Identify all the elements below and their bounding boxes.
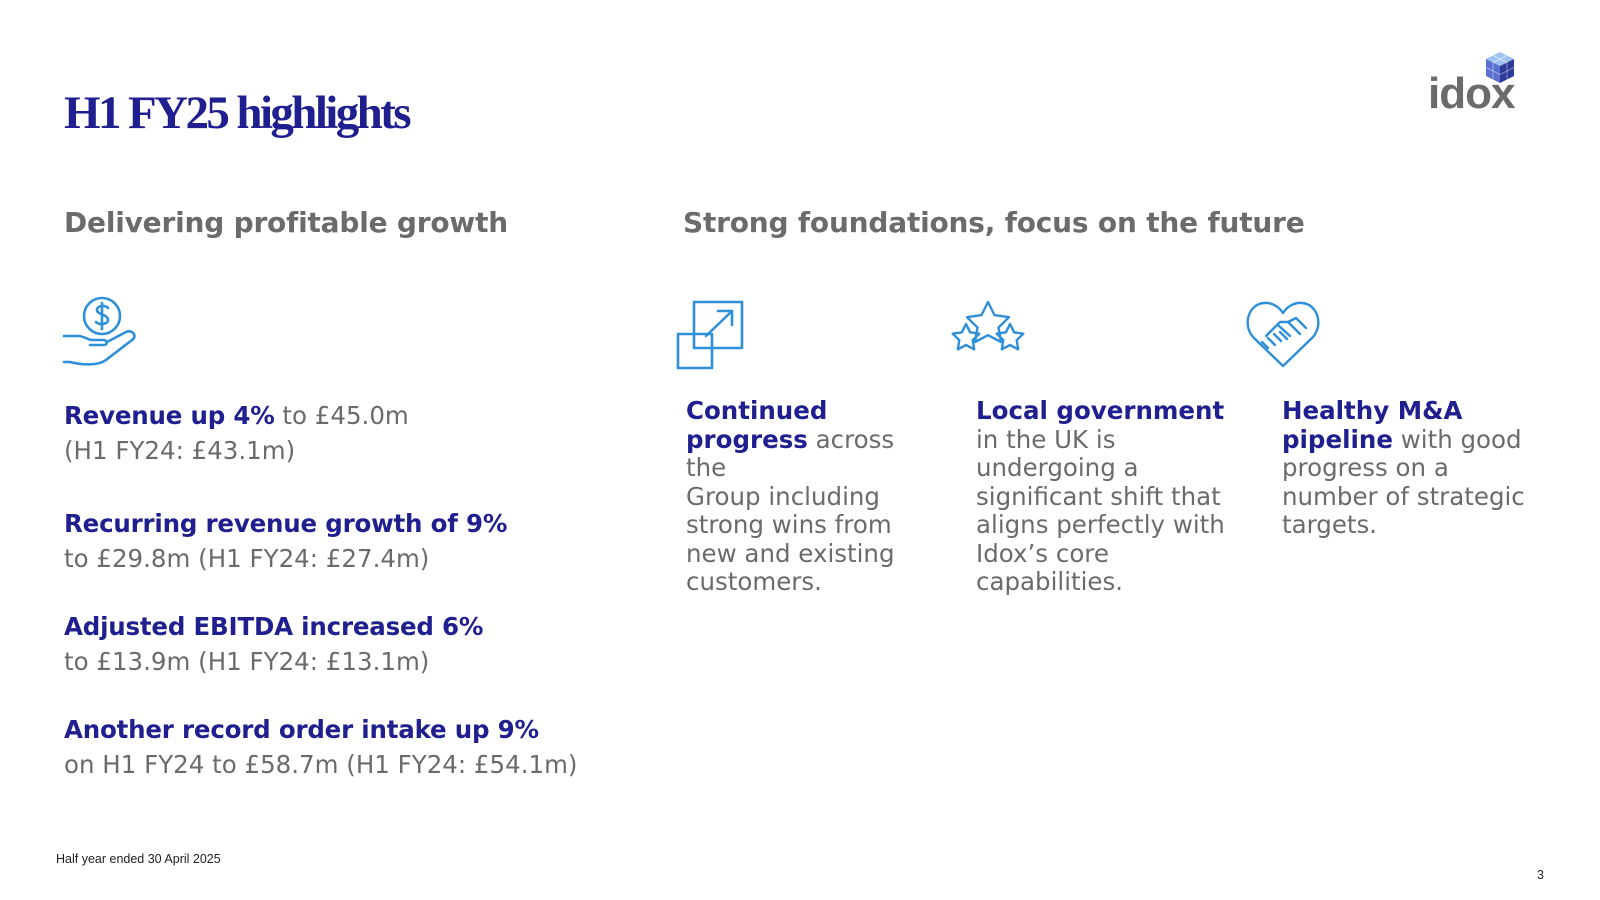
- column-highlight: Continued: [686, 396, 828, 425]
- column-text: Idox’s core: [976, 538, 1109, 568]
- logo-wordmark: idox: [1428, 69, 1515, 118]
- kpi-recurring-revenue: Recurring revenue growth of 9% to £29.8m…: [64, 506, 624, 576]
- expand-arrow-icon: [676, 300, 744, 370]
- column-text: undergoing a: [976, 453, 1139, 482]
- column-text: significant shift that: [976, 481, 1221, 511]
- handshake-heart-icon: [1246, 301, 1320, 368]
- foundation-column-progress: Continued progress across the Group incl…: [686, 396, 936, 597]
- column-text: targets.: [1282, 510, 1378, 539]
- page-number: 3: [1537, 868, 1544, 882]
- foundation-column-ma-pipeline: Healthy M&A pipeline with good progress …: [1282, 396, 1532, 540]
- hand-with-dollar-coin-icon: [62, 296, 136, 366]
- kpi-adjusted-ebitda: Adjusted EBITDA increased 6% to £13.9m (…: [64, 609, 624, 679]
- column-text: new and existing: [686, 538, 895, 568]
- column-text: in the UK is: [976, 424, 1116, 454]
- column-text: customers.: [686, 567, 822, 596]
- kpi-detail: to £29.8m (H1 FY24: £27.4m): [64, 544, 430, 573]
- kpi-highlight: Another record order intake up 9%: [64, 715, 539, 744]
- section-heading-right: Strong foundations, focus on the future: [683, 206, 1305, 239]
- kpi-highlight: Recurring revenue growth of 9%: [64, 509, 508, 538]
- kpi-text: to £45.0m: [274, 401, 409, 430]
- section-heading-left: Delivering profitable growth: [64, 206, 508, 239]
- kpi-highlight: Adjusted EBITDA increased 6%: [64, 612, 484, 641]
- column-text: strong wins from: [686, 510, 892, 539]
- column-highlight: pipeline: [1282, 424, 1393, 454]
- column-text: aligns perfectly with: [976, 510, 1225, 539]
- column-text: across the: [686, 424, 895, 482]
- kpi-order-intake: Another record order intake up 9% on H1 …: [64, 712, 624, 782]
- slide-title: H1 FY25 highlights: [64, 87, 412, 139]
- kpi-highlight: Revenue up 4%: [64, 401, 275, 430]
- column-highlight: Local government: [976, 396, 1225, 425]
- idox-logo: idox: [1410, 48, 1560, 128]
- kpi-detail: (H1 FY24: £43.1m): [64, 436, 296, 465]
- column-text: progress on a: [1282, 453, 1449, 482]
- column-text: capabilities.: [976, 567, 1124, 596]
- column-text: with good: [1392, 424, 1522, 454]
- kpi-detail: to £13.9m (H1 FY24: £13.1m): [64, 647, 430, 676]
- foundation-column-local-government: Local government in the UK is undergoing…: [976, 396, 1226, 597]
- footnote: Half year ended 30 April 2025: [56, 852, 221, 866]
- column-text: number of strategic: [1282, 481, 1525, 511]
- kpi-detail: on H1 FY24 to £58.7m (H1 FY24: £54.1m): [64, 750, 578, 779]
- kpi-revenue: Revenue up 4% to £45.0m (H1 FY24: £43.1m…: [64, 398, 624, 468]
- column-text: Group including: [686, 481, 880, 511]
- column-highlight: progress: [686, 424, 808, 454]
- column-highlight: Healthy M&A: [1282, 396, 1463, 425]
- stars-icon: [951, 300, 1025, 351]
- logo-cube-icon: [1485, 52, 1515, 83]
